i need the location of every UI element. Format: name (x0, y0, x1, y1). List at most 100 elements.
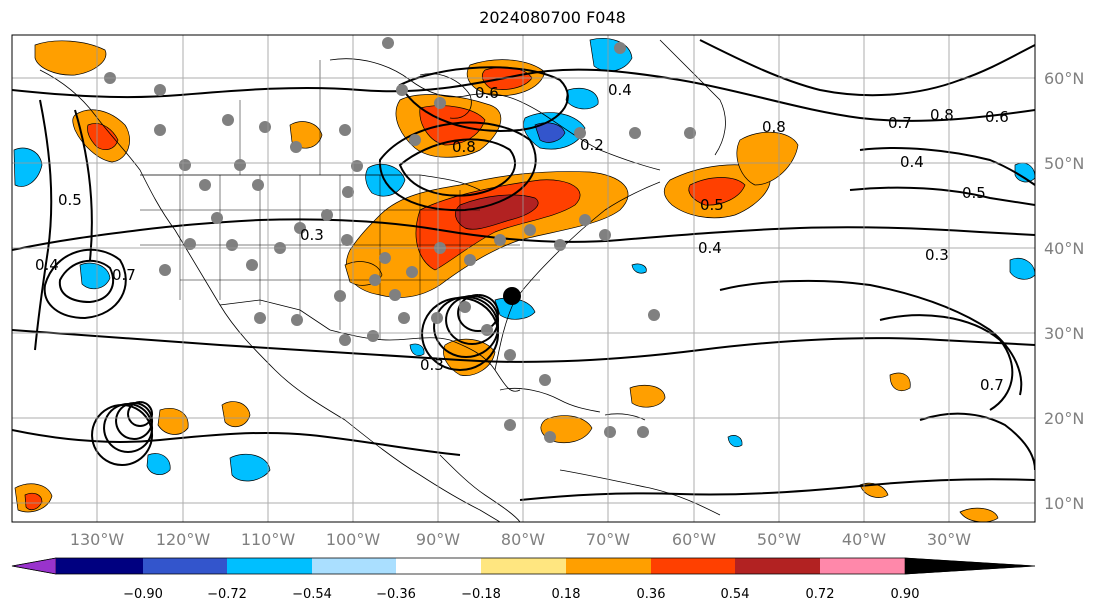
contour-label: 0.5 (58, 191, 82, 209)
colorbar-segment-3 (227, 558, 312, 574)
lon-label: 30°W (927, 530, 971, 549)
contour-tropics-1 (12, 429, 461, 456)
border-us-mexico (219, 299, 331, 331)
colorbar-segment-6 (481, 558, 566, 574)
coastline-central-america (439, 454, 521, 522)
shade-red-central (415, 179, 581, 271)
shade-red-canada (419, 105, 486, 146)
colorbar-tick: 0.36 (637, 587, 666, 602)
coastline-north-america-west (39, 69, 501, 522)
contour-east-north-1 (699, 39, 1035, 97)
shade-orange-east2 (859, 482, 889, 498)
shade-blue-pac-trop (229, 453, 271, 482)
contour-label: 0.7 (980, 376, 1004, 394)
contour-pacific-low-2 (115, 402, 154, 440)
lon-label: 120°W (156, 530, 211, 549)
contour-pacific-low-3 (103, 403, 154, 453)
contour-pnw-vert (34, 99, 53, 351)
colorbar-segment-11 (904, 557, 1036, 575)
shade-blue-gulf (409, 343, 425, 357)
colorbar (11, 557, 1036, 575)
contour-east-south (919, 412, 1035, 471)
lon-label: 40°W (842, 530, 886, 549)
map-area: 0.6 0.4 0.8 0.2 0.5 0.7 0.3 0.4 0.5 0.8 … (12, 35, 1035, 522)
longitude-labels: 130°W 120°W 110°W 100°W 90°W 80°W 70°W 6… (70, 530, 971, 549)
contour-atl-1 (719, 279, 1023, 396)
colorbar-tick: −0.90 (123, 587, 163, 602)
contour-atl-2 (879, 314, 1014, 411)
coastline-south-america (559, 469, 721, 516)
contour-label: 0.3 (420, 356, 444, 374)
latitude-labels: 60°N 50°N 40°N 30°N 20°N 10°N (1044, 69, 1084, 513)
shade-blue-mid (631, 263, 647, 274)
shade-red-pac3 (24, 492, 43, 511)
colorbar-tick: 0.90 (891, 587, 920, 602)
shade-blue-pac (79, 262, 111, 290)
contour-hurricane-4 (421, 297, 500, 371)
colorbar-segment-8 (651, 558, 735, 574)
map-frame (11, 34, 1036, 523)
shade-orange-pac2 (157, 408, 189, 435)
shade-orange-east1 (889, 372, 911, 391)
contour-label: 0.5 (962, 184, 986, 202)
colorbar-segment-7 (566, 558, 651, 574)
shade-red-pnw (87, 123, 119, 150)
contour-label: 0.3 (925, 246, 949, 264)
colorbar-tick: −0.36 (376, 587, 416, 602)
lon-label: 80°W (501, 530, 545, 549)
colorbar-tick: 0.72 (806, 587, 835, 602)
lon-label: 100°W (326, 530, 381, 549)
hurricane-center (503, 287, 521, 305)
islands-cuba (499, 387, 601, 413)
contour-long-mid (12, 218, 1035, 251)
colorbar-tick: 0.54 (721, 587, 750, 602)
shade-blue-pac-trop2 (146, 453, 171, 475)
lat-label: 30°N (1044, 324, 1084, 343)
contour-label: 0.8 (452, 138, 476, 156)
shade-blue-atl (727, 435, 743, 448)
lon-label: 130°W (70, 530, 125, 549)
contour-label: 0.2 (580, 136, 604, 154)
shade-orange-labrador (736, 131, 799, 186)
contour-label: 0.5 (700, 196, 724, 214)
contour-label: 0.4 (35, 256, 59, 274)
contour-label: 0.8 (930, 106, 954, 124)
shade-blue-pnw (13, 147, 43, 187)
colorbar-segment-5 (396, 558, 481, 574)
shade-orange-atl-trop (629, 384, 666, 408)
shade-red-atlantic (688, 177, 746, 206)
contour-label: 0.6 (985, 108, 1009, 126)
lat-label: 10°N (1044, 494, 1084, 513)
shade-orange-east3 (959, 507, 999, 522)
contour-lakes-2 (378, 121, 537, 212)
contour-pnw-1 (58, 259, 115, 304)
colorbar-segment-9 (735, 558, 820, 574)
contour-label: 0.7 (112, 266, 136, 284)
contour-label: 0.6 (475, 84, 499, 102)
lon-label: 110°W (241, 530, 296, 549)
shade-orange-alaska (34, 40, 107, 76)
colorbar-tick: 0.18 (552, 587, 581, 602)
contour-tropics-2 (519, 478, 1035, 501)
contour-long-south (12, 329, 1035, 363)
contour-east-north-2 (859, 147, 1035, 186)
shade-orange-pac1 (221, 401, 251, 428)
contour-label: 0.7 (888, 114, 912, 132)
contour-label: 0.8 (762, 118, 786, 136)
colorbar-segment-4 (312, 558, 396, 574)
shade-blue-north2 (565, 88, 599, 110)
colorbar-tick: −0.72 (207, 587, 247, 602)
lon-label: 90°W (416, 530, 460, 549)
colorbar-segment-10 (820, 558, 905, 574)
colorbar-tick: −0.54 (292, 587, 332, 602)
graticule (12, 35, 1035, 522)
lat-label: 50°N (1044, 154, 1084, 173)
lat-label: 20°N (1044, 409, 1084, 428)
islands-hispaniola (604, 413, 646, 421)
coastline-canada-north (329, 58, 661, 171)
lon-label: 70°W (586, 530, 630, 549)
map-title: 2024080700 F048 (479, 8, 626, 27)
lon-label: 50°W (757, 530, 801, 549)
contour-hurricane-2 (445, 295, 500, 345)
